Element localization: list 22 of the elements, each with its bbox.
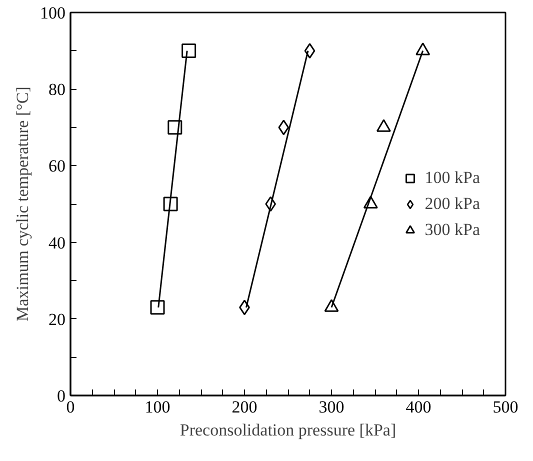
point <box>265 196 276 212</box>
x-tick-label: 500 <box>492 398 518 416</box>
x-axis-title: Preconsolidation pressure [kPa] <box>180 420 396 440</box>
x-tick-label: 300 <box>318 398 344 416</box>
point <box>304 43 316 59</box>
x-tick-label: 400 <box>406 398 432 416</box>
point <box>150 300 165 315</box>
x-tick-label: 100 <box>144 398 170 416</box>
y-tick-label: 20 <box>48 310 66 329</box>
legend-label: 300 kPa <box>424 220 480 240</box>
point <box>182 44 196 58</box>
y-tick-label: 80 <box>48 80 66 100</box>
legend-label: 200 kPa <box>424 194 480 214</box>
point <box>163 196 178 212</box>
point <box>278 120 290 136</box>
y-tick-label: 100 <box>40 4 66 22</box>
legend-label: 100 kPa <box>424 168 480 188</box>
y-axis-title: Maximum cyclic temperature [°C] <box>13 86 32 322</box>
y-tick-label: 40 <box>48 233 66 252</box>
point <box>168 120 182 135</box>
x-tick-label: 200 <box>232 398 258 416</box>
y-tick-label: 60 <box>48 156 66 176</box>
